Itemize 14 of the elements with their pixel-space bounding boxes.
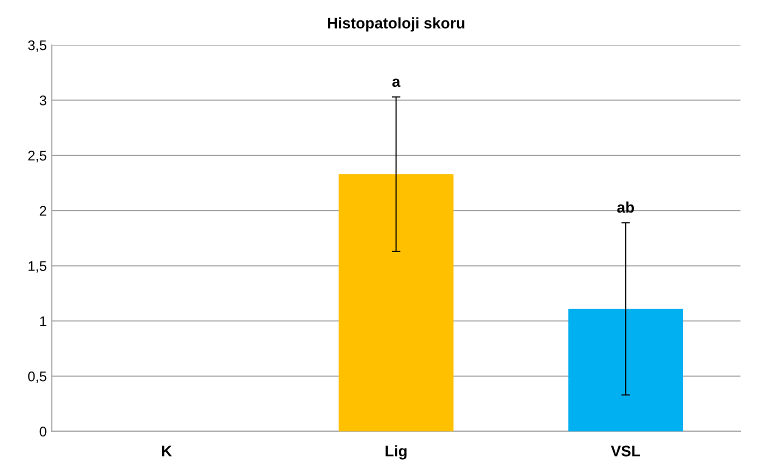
x-tick-label: VSL <box>610 446 640 456</box>
y-tick-label: 0 <box>40 426 46 437</box>
y-tick-label: 1 <box>40 316 46 326</box>
y-tick-label: 0,5 <box>28 371 46 383</box>
y-tick-label: 2,5 <box>28 150 46 162</box>
y-tick-label: 3 <box>40 96 46 106</box>
x-tick-label: K <box>162 446 172 456</box>
y-tick-label: 3,5 <box>28 40 46 52</box>
chart-title: Histopatoloji skoru <box>328 17 464 32</box>
x-tick-label: Lig <box>386 445 407 460</box>
y-tick-label: 1,5 <box>28 261 46 273</box>
y-tick-label: 2 <box>40 206 46 216</box>
annotation: ab <box>617 202 634 213</box>
annotation: a <box>392 78 400 87</box>
